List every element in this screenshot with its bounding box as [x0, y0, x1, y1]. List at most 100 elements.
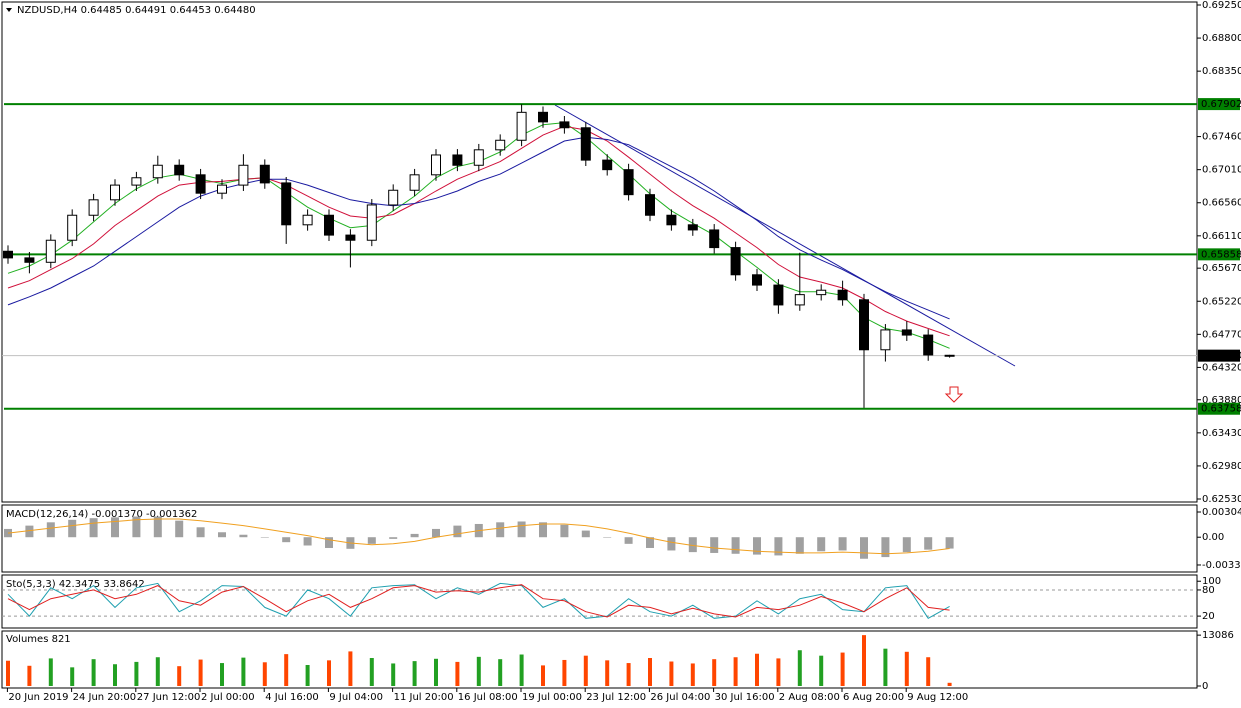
y-tick-label: 0.00	[1202, 532, 1224, 543]
y-tick-label: 0.66110	[1202, 231, 1241, 242]
macd-bar	[196, 527, 205, 538]
macd-bar	[432, 528, 440, 538]
macd-bar	[175, 520, 184, 538]
macd-bar	[945, 537, 954, 549]
volume-bar	[198, 659, 203, 686]
candle-body	[794, 294, 805, 306]
y-tick-label: 0.68800	[1202, 33, 1241, 44]
volume-bar	[348, 651, 353, 686]
macd-bar	[453, 525, 462, 538]
macd-bar	[517, 521, 526, 538]
macd-bar	[325, 537, 333, 548]
volume-bar	[562, 659, 567, 686]
candle-body	[110, 184, 120, 201]
y-tick-label: 0.63880	[1202, 395, 1241, 406]
trend-line	[554, 104, 1016, 367]
macd-bar	[46, 522, 55, 538]
volume-bar	[262, 662, 267, 686]
candle-body	[152, 164, 163, 179]
volume-bar	[519, 654, 524, 686]
y-tick-label: 0.65220	[1202, 296, 1241, 307]
macd-bar	[218, 532, 226, 538]
x-tick-label: 16 Jul 08:00	[458, 692, 518, 703]
macd-panel	[1, 504, 1198, 573]
volume-bar	[476, 656, 481, 686]
macd-bar	[111, 517, 119, 538]
candle-body	[516, 111, 527, 141]
candle-body	[645, 194, 655, 216]
candle-body	[24, 257, 35, 263]
candle-body	[238, 164, 249, 186]
y-tick-label: 100	[1202, 576, 1221, 587]
macd-bar	[367, 537, 376, 544]
x-tick-label: 23 Jul 12:00	[586, 692, 646, 703]
macd-bar	[153, 516, 162, 538]
macd-bar	[774, 537, 783, 556]
x-tick-label: 27 Jun 12:00	[137, 692, 201, 703]
volume-bar	[391, 663, 396, 686]
candle-body	[88, 199, 99, 216]
y-tick-label: 0.003044	[1202, 507, 1241, 518]
candle-body	[473, 149, 484, 166]
candle-body	[773, 284, 784, 306]
candle-body	[388, 189, 399, 206]
volume-bar	[819, 655, 824, 686]
candle-body	[45, 239, 56, 263]
level-label-box	[1198, 248, 1240, 261]
macd-bar	[731, 537, 740, 554]
candle-body	[281, 182, 292, 226]
level-label: 0.67902	[1201, 99, 1241, 110]
volume-bar	[862, 635, 866, 686]
candle-body	[538, 111, 548, 123]
macd-bar	[646, 537, 654, 548]
macd-bar	[710, 537, 719, 553]
macd-bar	[260, 537, 269, 538]
y-tick-label: 0.67010	[1202, 165, 1241, 176]
candle-body	[923, 334, 934, 356]
level-label: 0.63758	[1201, 404, 1241, 415]
y-tick-label: 0.69250	[1202, 0, 1241, 11]
macd-bar	[603, 537, 612, 538]
volume-bar	[113, 664, 117, 686]
volume-bar	[797, 650, 802, 686]
level-label: 0.65858	[1201, 249, 1241, 260]
candle-body	[366, 204, 377, 241]
candle-body	[324, 214, 334, 236]
candle-body	[837, 289, 848, 301]
y-tick-label: 0.62530	[1202, 494, 1241, 505]
candle-body	[431, 154, 441, 176]
volume-bar	[904, 651, 909, 686]
candle-body	[3, 250, 13, 259]
volume-bar	[91, 659, 96, 686]
macd-bar	[410, 533, 419, 538]
macd-signal	[7, 518, 950, 555]
y-tick-label: 0.64320	[1202, 362, 1241, 373]
macd-bar	[688, 537, 697, 553]
macd-bar	[239, 534, 248, 538]
volume-bar	[434, 658, 438, 686]
volume-bar	[6, 660, 10, 686]
y-tick-label: 0.64770	[1202, 329, 1241, 340]
macd-bar	[624, 537, 633, 544]
macd-bar	[581, 530, 590, 538]
candle-body	[687, 224, 698, 231]
level-label-box	[1198, 98, 1240, 111]
volume-bar	[327, 660, 331, 686]
stochastic-signal	[7, 584, 950, 618]
candle-body	[709, 229, 720, 249]
volume-bar	[284, 654, 289, 686]
y-tick-label: 0.63430	[1202, 428, 1241, 439]
x-tick-label: 26 Jul 04:00	[650, 692, 710, 703]
chart-title: NZDUSD,H4 0.64485 0.64491 0.64453 0.6448…	[17, 5, 256, 16]
macd-bar	[560, 524, 569, 538]
candle-body	[409, 174, 420, 191]
volume-bar	[690, 663, 695, 686]
candle-body	[67, 214, 78, 241]
volume-bar	[155, 657, 160, 686]
volume-bar	[70, 667, 75, 686]
candle-body	[131, 177, 142, 186]
y-tick-label: -0.003353	[1202, 560, 1241, 571]
y-tick-label: 20	[1202, 611, 1215, 622]
